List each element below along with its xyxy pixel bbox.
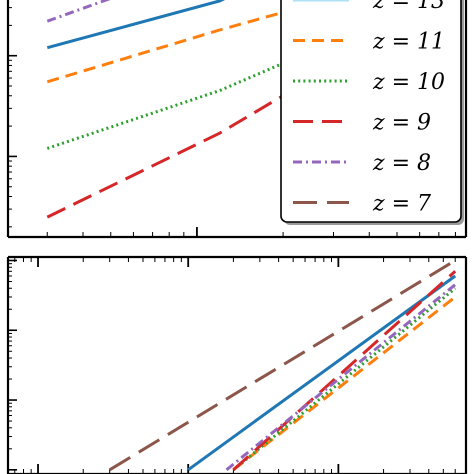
legend: z = 13 z = 11 z = 10 z = 9 z = 8 z = 7 <box>280 0 464 225</box>
bottom-panel <box>6 255 468 474</box>
legend-label: z = 13 <box>372 0 445 14</box>
bottom-series-line <box>232 287 457 471</box>
top-panel <box>6 0 468 239</box>
bottom-series-line <box>187 274 457 472</box>
legend-label: z = 11 <box>372 30 445 55</box>
top-series-line <box>46 0 333 84</box>
legend-label: z = 10 <box>372 70 445 95</box>
top-series-line <box>46 0 226 50</box>
legend-label: z = 9 <box>372 111 431 136</box>
bottom-panel-lines <box>108 259 457 472</box>
legend-label: z = 8 <box>372 151 431 176</box>
bottom-series-line <box>108 259 456 472</box>
top-series-line <box>46 0 111 23</box>
bottom-series-line <box>225 283 457 471</box>
legend-frame <box>280 0 462 223</box>
legend-label: z = 7 <box>372 192 431 217</box>
bottom-series-line <box>232 270 457 471</box>
